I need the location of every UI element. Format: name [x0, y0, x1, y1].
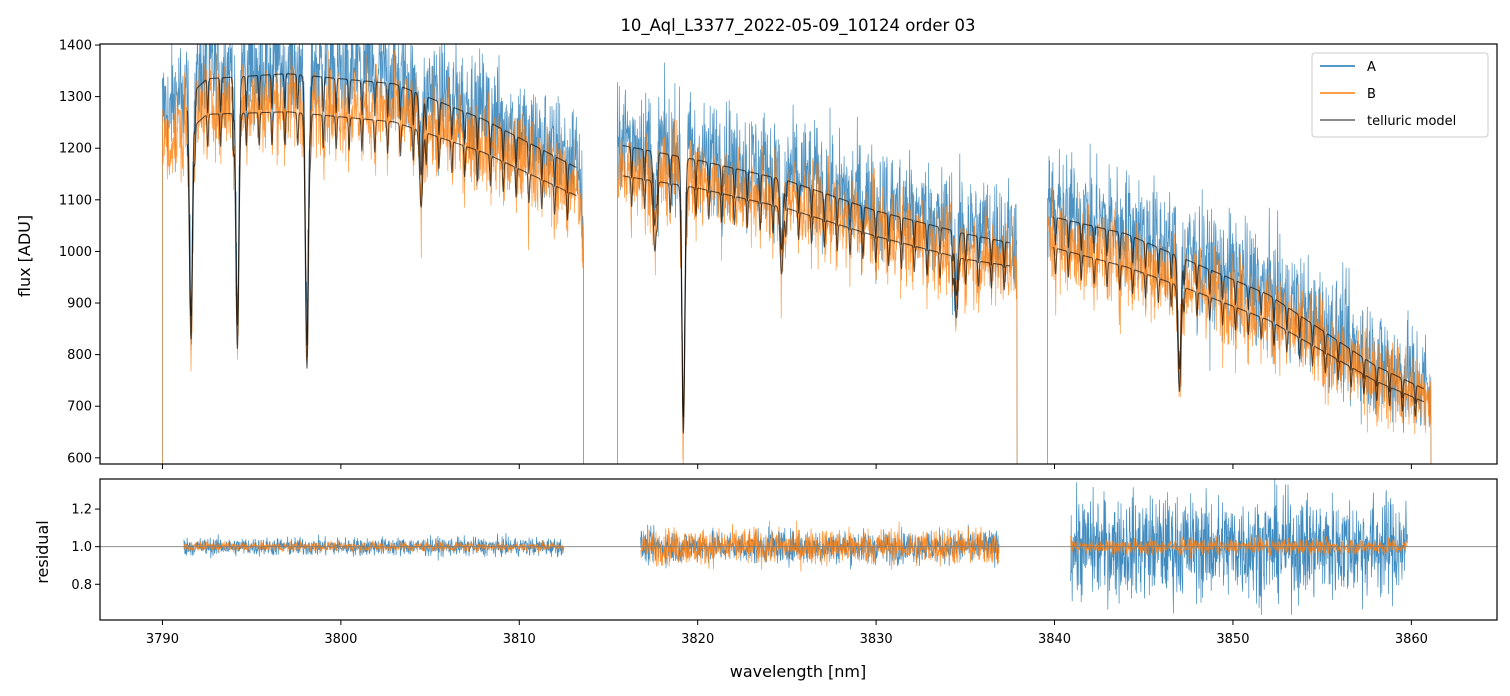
telluric-model-b-seg-1 [186, 111, 577, 369]
top-y-tick-label: 1100 [59, 193, 92, 208]
top-y-tick-label: 900 [67, 297, 92, 312]
legend-frame [1311, 52, 1489, 138]
bottom-x-tick-label: 3830 [860, 632, 893, 647]
telluric-model-b-seg-3 [1052, 246, 1424, 417]
bottom-x-tick-label: 3790 [146, 632, 179, 647]
top-series-group [162, 44, 1432, 464]
bottom-panel: 0.8 1.0 1.2 3790 3800 3810 3820 3830 3840 3850 38… [33, 478, 1498, 681]
top-y-tick-label: 1400 [59, 39, 92, 54]
bottom-x-tick-label: 3850 [1216, 632, 1249, 647]
top-axes-frame [99, 43, 1498, 465]
top-panel: 600 700 800 900 1000 1100 1200 1300 1400 flux [A… [15, 39, 1498, 469]
telluric-model-a-seg-2 [622, 144, 1010, 418]
bottom-x-tick-label: 3820 [681, 632, 714, 647]
residual-b-seg-2 [640, 520, 1000, 572]
top-y-tick-label: 600 [67, 451, 92, 466]
series-b-seg-1 [162, 49, 584, 464]
bottom-x-tick-label: 3860 [1395, 632, 1428, 647]
top-y-tick-label: 1200 [59, 142, 92, 157]
legend: A B telluric model [1311, 52, 1489, 138]
bottom-x-tick-label: 3810 [503, 632, 536, 647]
series-a-seg-1 [162, 44, 584, 464]
bottom-y-tick-label: 1.0 [71, 540, 92, 555]
top-y-axis: 600 700 800 900 1000 1100 1200 1300 1400 [59, 39, 100, 466]
legend-label-a: A [1367, 60, 1376, 75]
residual-b-seg-3 [1070, 534, 1408, 560]
top-y-tick-label: 1000 [59, 245, 92, 260]
top-y-tick-label: 800 [67, 348, 92, 363]
top-y-tick-label: 700 [67, 400, 92, 415]
bottom-x-tick-label: 3800 [324, 632, 357, 647]
bottom-x-axis: 3790 3800 3810 3820 3830 3840 3850 3860 [146, 620, 1428, 647]
telluric-model-b-seg-2 [622, 175, 1011, 434]
legend-label-b: B [1367, 87, 1376, 102]
series-a-seg-2 [617, 62, 1018, 464]
bottom-y-tick-label: 1.2 [71, 503, 92, 518]
series-b-seg-3 [1047, 187, 1432, 464]
bottom-axes-frame [99, 478, 1498, 621]
bottom-y-axis: 0.8 1.0 1.2 [71, 503, 100, 593]
telluric-model-a-seg-1 [186, 73, 577, 346]
bottom-series-group [100, 479, 1497, 616]
bottom-y-tick-label: 0.8 [71, 578, 92, 593]
bottom-x-tick-label: 3840 [1038, 632, 1071, 647]
telluric-model-a-seg-3 [1052, 216, 1425, 404]
chart-title: 10_Aql_L3377_2022-05-09_10124 order 03 [620, 16, 975, 36]
x-axis-label: wavelength [nm] [730, 662, 867, 681]
top-y-axis-label: flux [ADU] [15, 215, 34, 297]
top-x-axis [161, 464, 1412, 469]
bottom-y-axis-label: residual [33, 520, 52, 583]
legend-label-telluric: telluric model [1367, 114, 1456, 129]
top-y-tick-label: 1300 [59, 90, 92, 105]
series-a-seg-3 [1047, 143, 1432, 464]
